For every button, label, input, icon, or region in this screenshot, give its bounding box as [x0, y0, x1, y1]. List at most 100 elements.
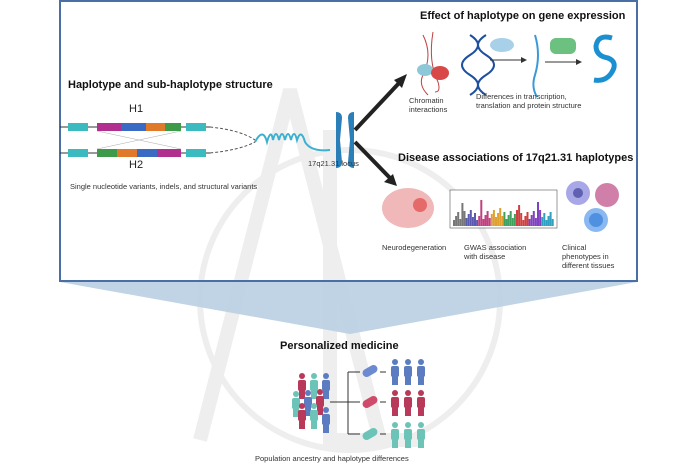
gwas-bar: [513, 214, 516, 226]
gwas-bar: [522, 220, 525, 226]
gwas-bar: [492, 210, 495, 226]
haplotype-title: Haplotype and sub-haplotype structure: [68, 79, 273, 91]
gwas-bar: [516, 210, 518, 226]
chromosome-icon: [336, 112, 354, 168]
gwas-bar: [461, 203, 464, 226]
person-icon: [292, 391, 300, 417]
gwas-bar: [530, 215, 533, 226]
clinical-label: Clinical phenotypes in different tissues: [562, 243, 615, 270]
gwas-bar: [526, 212, 529, 226]
locus-label: 17q21.31 locus: [308, 159, 359, 168]
gwas-bar: [543, 213, 546, 226]
expression-title: Effect of haplotype on gene expression: [420, 10, 626, 22]
h1-label: H1: [129, 103, 144, 115]
disease-title: Disease associations of 17q21.31 haploty…: [398, 152, 634, 164]
person-icon: [316, 389, 324, 415]
arrow-to-disease-icon: [353, 140, 397, 186]
gwas-bar: [455, 216, 458, 226]
person-icon: [298, 373, 306, 399]
gwas-label: GWAS association with disease: [464, 243, 527, 261]
person-icon: [404, 359, 412, 385]
cell-icons: [566, 181, 619, 232]
ribosome-icon: [550, 38, 576, 54]
gwas-bar: [507, 215, 510, 226]
protein-icon: [593, 34, 617, 83]
panel-frame: [59, 0, 638, 282]
rna-polymerase-icon: [490, 38, 514, 52]
pill-icons: [362, 365, 378, 440]
gwas-bar: [503, 212, 506, 226]
population-icons: [292, 359, 425, 448]
medicine-title: Personalized medicine: [280, 340, 399, 352]
neuro-label: Neurodegeneration: [382, 243, 447, 252]
brain-icon: [382, 188, 434, 228]
gwas-bar: [511, 218, 514, 226]
variants-caption: Single nucleotide variants, indels, and …: [70, 182, 258, 191]
person-icon: [391, 390, 399, 416]
gwas-bar: [488, 218, 491, 226]
gwas-bar: [551, 219, 554, 226]
drug-branches: [330, 371, 386, 435]
gwas-bar: [463, 211, 466, 226]
person-icon: [310, 373, 318, 399]
gwas-bar: [509, 211, 512, 226]
person-icon: [417, 359, 425, 385]
gwas-bar: [547, 216, 550, 226]
gwas-bar: [549, 212, 552, 226]
gwas-bar: [480, 200, 483, 226]
gwas-bar: [528, 219, 531, 226]
person-icon: [391, 422, 399, 448]
person-icon: [298, 403, 306, 429]
dna-coil-icon: [254, 133, 331, 152]
gwas-bar: [537, 202, 539, 226]
gwas-bar: [471, 217, 474, 226]
haplotype-h1-track: [60, 123, 256, 141]
gwas-bar: [495, 217, 497, 226]
gwas-bar: [478, 216, 481, 226]
dna-helix-icon: [461, 34, 495, 96]
person-icon: [304, 390, 312, 416]
person-icon: [391, 359, 399, 385]
gwas-bar: [520, 213, 523, 226]
gwas-bar: [505, 219, 508, 226]
gwas-bar: [541, 217, 544, 226]
gwas-bar: [484, 215, 487, 226]
haplotype-h2-track: [60, 130, 256, 157]
person-icon: [310, 403, 318, 429]
gwas-bar: [532, 211, 535, 226]
gwas-bar: [534, 218, 537, 226]
person-icon: [417, 390, 425, 416]
differences-label: Differences in transcription, translation…: [476, 92, 582, 110]
gwas-bar: [465, 218, 468, 226]
gwas-bar: [474, 213, 476, 226]
gwas-bar: [545, 220, 548, 226]
mrna-icon: [532, 34, 539, 98]
gwas-bar: [518, 205, 521, 226]
person-icon: [322, 373, 330, 399]
gwas-bar: [467, 214, 470, 226]
gwas-bar: [499, 208, 502, 226]
gwas-bar: [501, 216, 504, 226]
gwas-bar: [457, 212, 460, 226]
gwas-bar: [497, 213, 500, 226]
gwas-bar: [469, 210, 472, 226]
gwas-bar: [482, 219, 485, 226]
gwas-bar: [490, 214, 493, 226]
person-icon: [404, 422, 412, 448]
h2-label: H2: [129, 159, 144, 171]
gwas-bar: [524, 216, 527, 226]
gwas-bar: [459, 219, 462, 226]
gwas-bar: [486, 211, 489, 226]
person-icon: [417, 422, 425, 448]
population-caption: Population ancestry and haplotype differ…: [255, 454, 409, 463]
chromatin-icon: [417, 31, 449, 96]
gwas-plot-icon: [449, 189, 558, 229]
gwas-bar: [476, 220, 479, 226]
funnel: [60, 282, 637, 334]
gwas-bar: [539, 210, 542, 226]
chromatin-label: Chromatin interactions: [409, 96, 448, 114]
gwas-bar: [453, 220, 455, 226]
person-icon: [322, 407, 330, 433]
person-icon: [404, 390, 412, 416]
